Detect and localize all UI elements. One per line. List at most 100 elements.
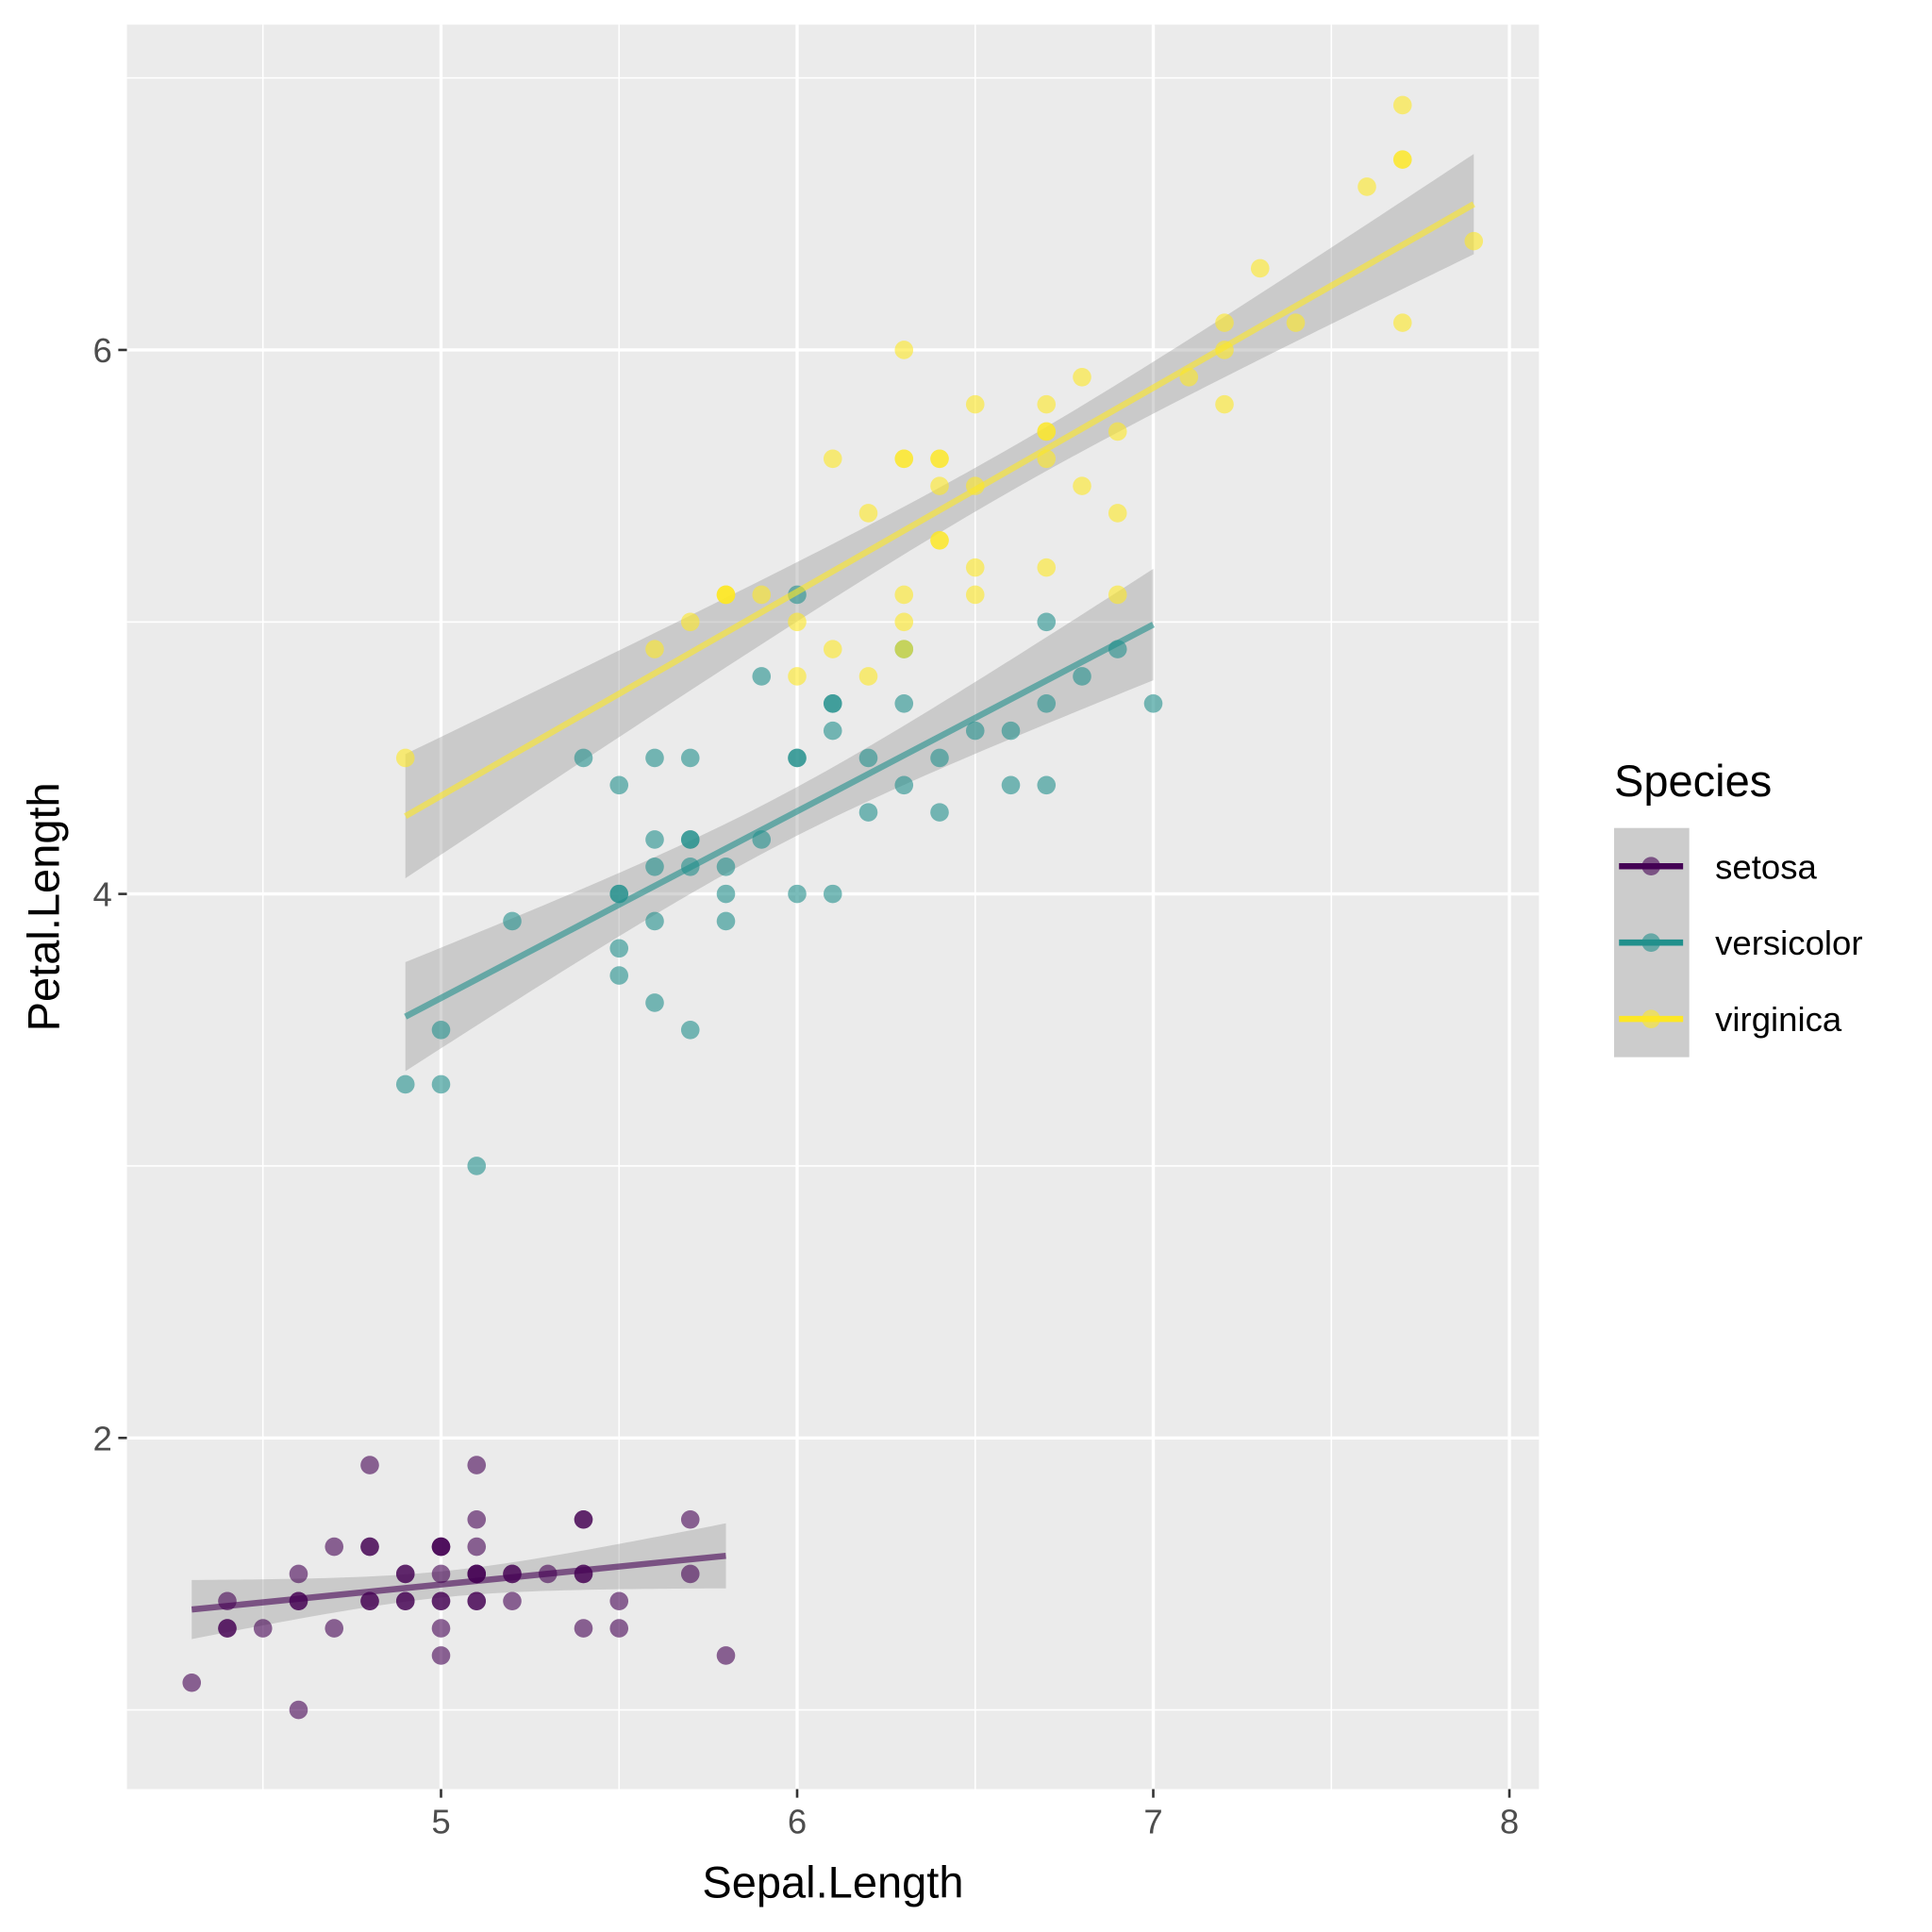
regression-lines (191, 201, 1475, 1613)
y-axis-ticks: 2 4 6 (93, 331, 127, 1457)
point-versicolor (788, 748, 807, 768)
point-versicolor (894, 693, 914, 713)
point-setosa (360, 1591, 379, 1611)
point-versicolor (503, 911, 522, 931)
point-setosa (467, 1591, 487, 1611)
x-tick-label: 6 (788, 1803, 807, 1841)
y-tick-label: 6 (93, 331, 112, 370)
point-versicolor (752, 667, 772, 686)
point-virginica (894, 449, 914, 469)
point-virginica (858, 667, 878, 686)
point-versicolor (716, 884, 736, 904)
point-setosa (609, 1619, 629, 1638)
point-setosa (574, 1509, 593, 1529)
regression-line-virginica (404, 201, 1475, 820)
point-setosa (716, 1646, 736, 1665)
point-setosa (680, 1509, 700, 1529)
legend-label-setosa: setosa (1715, 847, 1817, 886)
point-virginica (1250, 258, 1270, 278)
point-versicolor (609, 775, 629, 795)
point-setosa (680, 1564, 700, 1584)
point-versicolor (858, 748, 878, 768)
point-versicolor (645, 993, 664, 1012)
y-axis-title: Petal.Length (19, 782, 69, 1031)
point-virginica (716, 585, 736, 605)
point-virginica (965, 558, 985, 577)
point-setosa (395, 1564, 415, 1584)
point-versicolor (1037, 693, 1057, 713)
point-versicolor (1037, 775, 1057, 795)
point-virginica (1286, 313, 1306, 332)
point-setosa (360, 1537, 379, 1557)
point-virginica (894, 640, 914, 658)
point-virginica (930, 449, 949, 469)
point-versicolor (965, 721, 985, 741)
point-virginica (1357, 177, 1376, 196)
point-versicolor (645, 911, 664, 931)
point-virginica (894, 585, 914, 605)
point-versicolor (1001, 721, 1021, 741)
x-tick-label: 8 (1500, 1803, 1519, 1841)
point-virginica (823, 449, 842, 469)
point-virginica (930, 476, 949, 495)
point-virginica (894, 341, 914, 359)
point-versicolor (930, 803, 949, 822)
point-versicolor (645, 857, 664, 876)
regression-line-versicolor (404, 622, 1156, 1020)
point-versicolor (788, 884, 807, 904)
point-setosa (431, 1619, 451, 1638)
point-virginica (1073, 476, 1091, 495)
point-virginica (1108, 422, 1127, 441)
point-virginica (894, 612, 914, 632)
y-tick-label: 2 (93, 1419, 112, 1457)
point-virginica (1215, 394, 1234, 414)
point-virginica (965, 394, 985, 414)
confidence-band-virginica (405, 154, 1474, 879)
legend-label-versicolor: versicolor (1715, 924, 1862, 962)
point-virginica (858, 504, 878, 523)
point-virginica (395, 748, 415, 768)
point-versicolor (1037, 612, 1057, 632)
point-setosa (182, 1673, 202, 1692)
point-versicolor (431, 1074, 451, 1094)
point-versicolor (1001, 775, 1021, 795)
point-versicolor (680, 748, 700, 768)
point-versicolor (431, 1020, 451, 1040)
point-setosa (431, 1646, 451, 1665)
y-tick-label: 4 (93, 875, 112, 914)
point-setosa (325, 1619, 344, 1638)
point-versicolor (609, 884, 629, 904)
point-versicolor (823, 693, 842, 713)
point-versicolor (1143, 693, 1163, 713)
point-virginica (752, 585, 772, 605)
point-virginica (1037, 422, 1057, 441)
point-versicolor (645, 830, 664, 849)
point-versicolor (574, 748, 593, 768)
point-versicolor (609, 966, 629, 985)
point-setosa (325, 1537, 344, 1557)
point-versicolor (395, 1074, 415, 1094)
legend: Species setosa versicolor virginica (1614, 756, 1863, 1058)
point-versicolor (716, 911, 736, 931)
point-virginica (1464, 231, 1484, 251)
point-setosa (395, 1591, 415, 1611)
point-virginica (823, 640, 842, 658)
point-setosa (467, 1509, 487, 1529)
point-versicolor (894, 775, 914, 795)
point-setosa (503, 1591, 522, 1611)
point-versicolor (680, 830, 700, 849)
x-axis-title: Sepal.Length (702, 1857, 963, 1907)
point-virginica (1108, 585, 1127, 605)
point-virginica (788, 667, 807, 686)
point-virginica (965, 585, 985, 605)
point-versicolor (609, 939, 629, 958)
x-axis-ticks: 5 6 7 8 (431, 1789, 1519, 1841)
point-setosa (609, 1591, 629, 1611)
point-setosa (467, 1537, 487, 1557)
point-versicolor (716, 857, 736, 876)
x-tick-label: 7 (1143, 1803, 1162, 1841)
point-setosa (431, 1564, 451, 1584)
point-setosa (360, 1456, 379, 1474)
point-virginica (1392, 313, 1412, 332)
